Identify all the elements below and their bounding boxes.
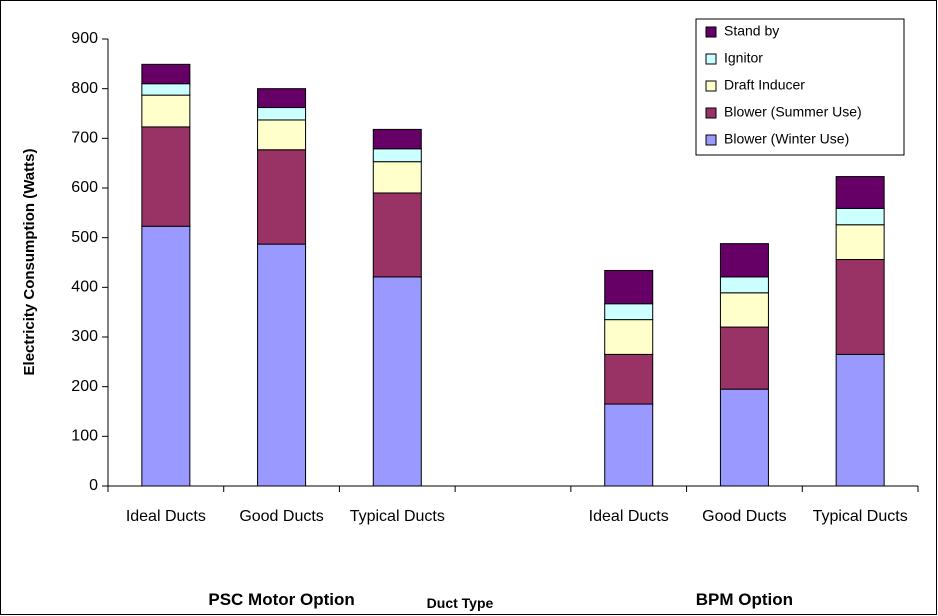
y-tick-label: 200 [71,378,98,395]
bar-segment [372,276,422,487]
x-tick-label: Typical Ducts [349,508,445,525]
bar-segment [604,269,654,305]
bar-segment [257,149,307,245]
bar-segment [372,128,422,150]
y-tick-label: 600 [71,179,98,196]
y-tick-label: 400 [71,279,98,296]
bar-segment [835,353,885,487]
bar-segment [604,303,654,321]
legend-swatch [705,107,717,119]
y-tick-label: 800 [71,80,98,97]
bar-segment [372,192,422,278]
x-tick-label: Ideal Ducts [588,508,669,525]
x-tick-label: Ideal Ducts [125,508,206,525]
y-tick-label: 500 [71,229,98,246]
bar-segment [835,224,885,261]
bar-segment [257,243,307,487]
legend-swatch [705,53,717,65]
bar-segment [372,148,422,163]
legend-label: Blower (Winter Use) [724,131,849,147]
bar-segment [257,107,307,121]
group-label: PSC Motor Option [208,590,355,609]
bar-segment [257,119,307,151]
legend-label: Draft Inducer [724,77,805,93]
bar-segment [257,88,307,109]
bar-segment [835,207,885,226]
bar-segment [719,276,769,294]
y-axis-title: Electricity Consumption (Watts) [21,149,38,376]
x-tick-label: Good Ducts [702,508,787,525]
legend-swatch [705,134,717,146]
bar-segment [372,161,422,194]
legend-box [695,18,905,156]
bar-segment [141,94,191,128]
y-tick-label: 300 [71,328,98,345]
legend-swatch [705,26,717,38]
bar-segment [719,243,769,278]
bar-segment [719,326,769,390]
y-tick-label: 700 [71,130,98,147]
x-tick-label: Typical Ducts [812,508,908,525]
bar-segment [835,176,885,209]
legend-label: Ignitor [724,50,763,66]
y-tick-label: 900 [71,30,98,47]
bar-segment [604,319,654,355]
bar-segment [719,292,769,328]
bar-segment [141,83,191,96]
legend-label: Blower (Summer Use) [724,104,862,120]
bar-segment [141,63,191,85]
group-label: BPM Option [695,590,794,609]
bar-segment [719,388,769,487]
legend-label: Stand by [724,23,779,39]
bar-segment [141,225,191,487]
y-tick-label: 100 [71,428,98,445]
legend-swatch [705,80,717,92]
bar-segment [835,259,885,355]
bar-segment [604,403,654,487]
bar-segment [604,353,654,405]
y-tick-label: 0 [89,477,98,494]
x-axis-title: Duct Type [426,595,494,611]
x-tick-label: Good Ducts [239,508,324,525]
bar-segment [141,126,191,227]
